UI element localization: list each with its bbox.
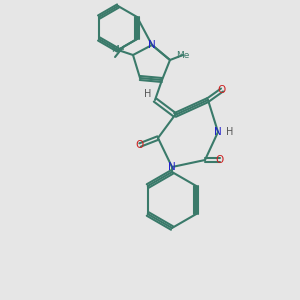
Text: Me: Me: [111, 46, 125, 55]
Text: H: H: [144, 89, 152, 99]
Text: O: O: [218, 85, 226, 95]
Text: H: H: [226, 127, 234, 137]
Text: N: N: [214, 127, 222, 137]
Text: N: N: [168, 162, 176, 172]
Text: Me: Me: [176, 50, 190, 59]
Text: O: O: [216, 155, 224, 165]
Text: N: N: [148, 40, 156, 50]
Text: O: O: [136, 140, 144, 150]
